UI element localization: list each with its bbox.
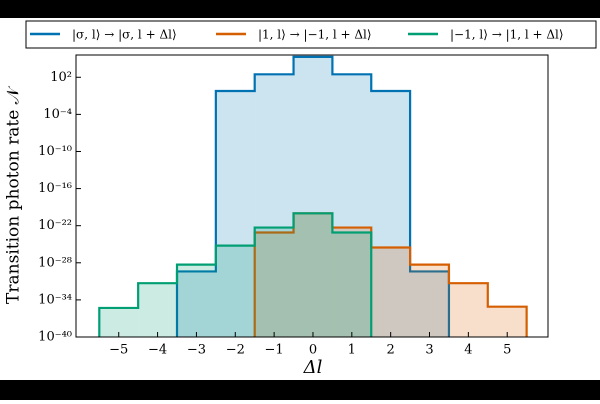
bar-fill (487, 306, 527, 337)
y-tick-label: 10⁻⁴⁰ (38, 330, 72, 345)
bar-fill (254, 227, 294, 337)
legend-box (25, 20, 597, 49)
x-tick-label: −5 (109, 343, 128, 358)
x-tick-label: 1 (348, 343, 356, 358)
bar-fill (332, 232, 372, 337)
x-tick-label: −1 (265, 343, 284, 358)
y-tick-label: 10⁻¹⁰ (38, 144, 72, 159)
legend-label: |1, l⟩ → |−1, l + Δl⟩ (258, 28, 372, 42)
bar-fill (254, 232, 294, 337)
series (98, 212, 373, 337)
x-axis-label: Δl (303, 357, 323, 378)
bar-fill (371, 247, 411, 337)
x-tick-label: −3 (187, 343, 206, 358)
series (253, 212, 528, 337)
legend-label: |σ, l⟩ → |σ, l + Δl⟩ (72, 28, 177, 42)
y-tick-label: 10⁻³⁴ (38, 292, 72, 307)
bottom-bar (0, 380, 600, 400)
y-axis-label: Transition photon rate 𝒩 (4, 85, 24, 304)
x-tick-label: −2 (226, 343, 245, 358)
bar-fill (371, 91, 411, 337)
bar-fill (177, 264, 216, 337)
plot-area (98, 55, 528, 338)
y-tick-label: 10² (50, 70, 72, 85)
x-tick-label: 3 (425, 343, 433, 358)
bar-fill (215, 245, 255, 337)
top-bar (0, 0, 600, 18)
x-tick-label: −4 (148, 343, 167, 358)
bar-fill (410, 271, 449, 337)
x-tick-label: 2 (387, 343, 395, 358)
y-tick-label: 10⁻⁴ (43, 107, 72, 122)
series (175, 55, 451, 338)
y-tick-label: 10⁻²² (38, 218, 72, 233)
y-tick-label: 10⁻²⁸ (38, 255, 72, 270)
x-tick-label: 4 (464, 343, 472, 358)
step-outline (98, 212, 373, 337)
x-tick-label: 5 (503, 343, 511, 358)
bar-fill (293, 56, 333, 338)
bar-fill (215, 91, 255, 337)
bar-fill (138, 283, 178, 337)
legend-label: |−1, l⟩ → |1, l + Δl⟩ (450, 28, 564, 42)
bar-fill (332, 227, 372, 337)
bar-fill (293, 213, 333, 337)
plot-frame (75, 54, 549, 338)
bar-fill (410, 264, 449, 337)
bar-fill (177, 271, 216, 337)
y-tick-label: 10⁻¹⁶ (38, 181, 72, 196)
bar-fill (293, 213, 333, 337)
x-tick-label: 0 (309, 343, 317, 358)
bar-fill (254, 74, 294, 338)
step-outline (175, 55, 451, 337)
bar-fill (332, 74, 372, 338)
bar-fill (448, 283, 488, 337)
